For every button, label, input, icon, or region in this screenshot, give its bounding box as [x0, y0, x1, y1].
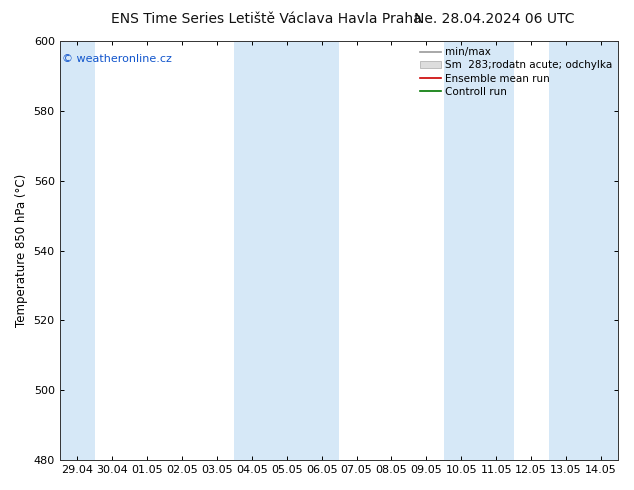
Legend: min/max, Sm  283;rodatn acute; odchylka, Ensemble mean run, Controll run: min/max, Sm 283;rodatn acute; odchylka, … [417, 44, 616, 100]
Text: Ne. 28.04.2024 06 UTC: Ne. 28.04.2024 06 UTC [414, 12, 575, 26]
Y-axis label: Temperature 850 hPa (°C): Temperature 850 hPa (°C) [15, 174, 28, 327]
Text: ENS Time Series Letiště Václava Havla Praha: ENS Time Series Letiště Václava Havla Pr… [111, 12, 422, 26]
Bar [60, 41, 94, 460]
Bar [548, 41, 619, 460]
Bar [444, 41, 514, 460]
Bar [235, 41, 339, 460]
Text: © weatheronline.cz: © weatheronline.cz [63, 53, 172, 64]
